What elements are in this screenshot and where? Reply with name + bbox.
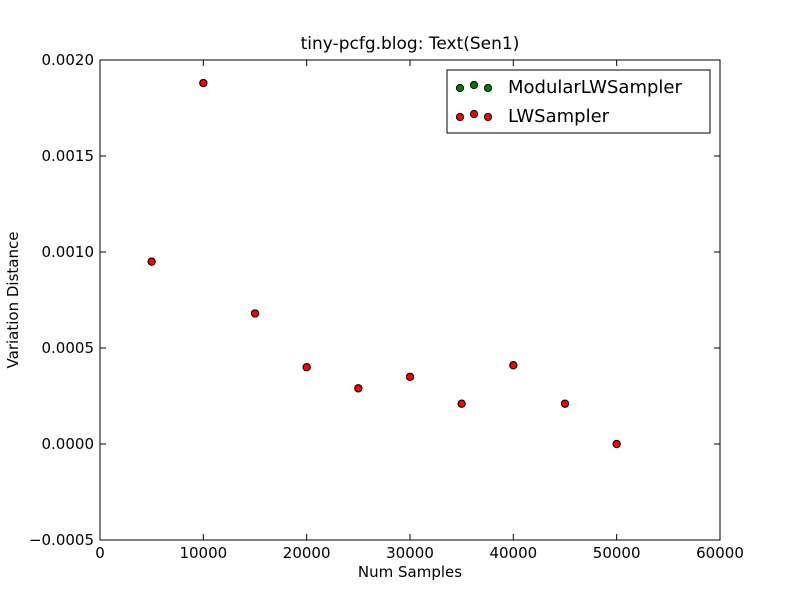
legend-label: LWSampler: [508, 106, 610, 127]
legend-marker: [455, 83, 465, 93]
y-tick-label: 0.0015: [42, 147, 95, 165]
legend-marker: [455, 112, 465, 122]
legend: ModularLWSampler LWSampler: [446, 69, 711, 134]
y-axis-label: Variation Distance: [4, 232, 22, 369]
y-tick-label: 0.0000: [42, 435, 95, 453]
x-axis-ticks: 0 10000 20000 30000 40000 50000 60000: [95, 60, 744, 562]
y-tick-label: 0.0010: [42, 243, 95, 261]
data-point-1: [612, 439, 621, 449]
data-point-1: [405, 372, 415, 381]
data-point-1: [250, 309, 260, 318]
data-point-1: [509, 361, 518, 370]
data-point-1: [354, 384, 363, 393]
data-point-1: [560, 399, 570, 408]
y-tick-label: 0.0005: [42, 339, 95, 357]
legend-marker: [483, 112, 493, 122]
y-tick-label: −0.0005: [29, 531, 94, 549]
plot-area: [100, 60, 720, 540]
data-point-1: [302, 363, 311, 372]
y-axis-ticks: −0.0005 0.0000 0.0005 0.0010 0.0015 0.0020: [29, 51, 720, 549]
x-tick-label: 50000: [593, 544, 641, 562]
x-tick-label: 40000: [489, 544, 537, 562]
x-tick-label: 20000: [283, 544, 331, 562]
x-tick-label: 10000: [179, 544, 227, 562]
x-tick-label: 30000: [386, 544, 434, 562]
data-point-1: [457, 399, 466, 408]
legend-label: ModularLWSampler: [508, 77, 682, 98]
chart-title: tiny-pcfg.blog: Text(Sen1): [301, 34, 520, 54]
data-point-1: [147, 257, 156, 266]
data-points: [147, 78, 621, 449]
legend-marker: [469, 80, 479, 90]
legend-box: [446, 69, 711, 134]
x-axis-label: Num Samples: [358, 563, 462, 581]
y-tick-label: 0.0020: [42, 51, 95, 69]
legend-marker: [483, 83, 493, 93]
x-tick-label: 60000: [696, 544, 744, 562]
x-tick-label: 0: [95, 544, 105, 562]
data-point-1: [199, 78, 208, 88]
legend-marker: [469, 109, 479, 119]
